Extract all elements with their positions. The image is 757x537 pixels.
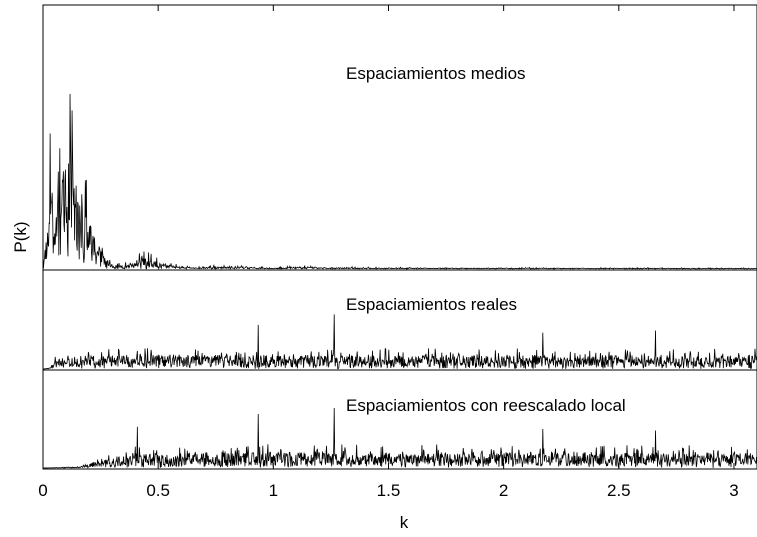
plot-frame (42, 4, 757, 470)
x-axis-label: k (400, 513, 409, 532)
y-axis-label: P(k) (11, 221, 30, 252)
x-tick-label: 0.5 (146, 481, 170, 500)
x-tick-label: 1 (269, 481, 278, 500)
series-layer (42, 94, 757, 469)
x-axis-ticks: 0 0.5 1 1.5 2 2.5 3 (38, 5, 739, 500)
series-line-3 (43, 407, 757, 469)
panel-label-middle: Espaciamientos reales (346, 295, 517, 314)
x-tick-label: 1.5 (377, 481, 401, 500)
series-line-1 (42, 94, 757, 271)
series-line-2 (42, 314, 757, 370)
panel-label-bottom: Espaciamientos con reescalado local (346, 396, 626, 415)
panel-label-top: Espaciamientos medios (346, 64, 526, 83)
x-tick-label: 2 (499, 481, 508, 500)
x-tick-label: 0 (38, 481, 47, 500)
x-tick-label: 2.5 (607, 481, 631, 500)
x-tick-label: 3 (729, 481, 738, 500)
